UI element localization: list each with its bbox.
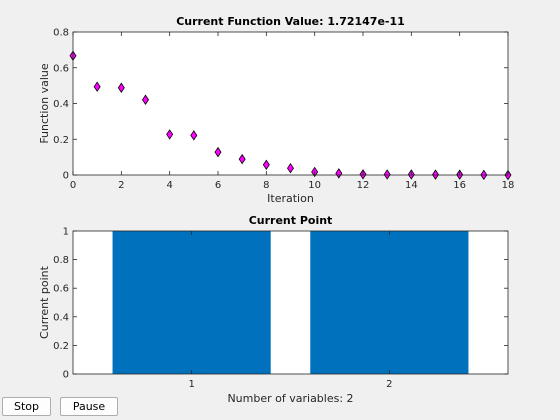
stop-button[interactable]: Stop xyxy=(2,397,51,416)
plot2-y-tick-label: 0.4 xyxy=(53,312,69,323)
plot2-y-tick-label: 0.2 xyxy=(53,341,69,352)
plot1-x-tick-label: 18 xyxy=(502,180,515,191)
plot2-y-tick-label: 1 xyxy=(63,227,69,238)
data-point-marker xyxy=(335,168,343,179)
plot1-x-tick-label: 14 xyxy=(405,180,418,191)
plot1-title: Current Function Value: 1.72147e-11 xyxy=(176,15,405,28)
plot1-axes-background xyxy=(73,32,508,175)
plot1-x-tick-label: 10 xyxy=(308,180,321,191)
plot2-y-tick-label: 0.6 xyxy=(53,284,69,295)
pause-button[interactable]: Pause xyxy=(60,397,118,416)
plot1-x-tick-label: 6 xyxy=(215,180,221,191)
plot1-x-tick-label: 12 xyxy=(357,180,370,191)
plot2-y-tick-label: 0.8 xyxy=(53,255,69,266)
plot1-y-tick-label: 0.4 xyxy=(53,99,69,110)
plot2-axes-frame xyxy=(72,230,509,375)
variable-bar xyxy=(310,231,469,374)
plot2-y-axis-label: Current point xyxy=(38,265,51,339)
plot1-x-tick-label: 4 xyxy=(166,180,172,191)
plot1-x-axis-label: Iteration xyxy=(267,192,314,205)
data-point-marker xyxy=(383,169,391,180)
data-point-marker xyxy=(142,94,149,105)
plot1-y-tick-label: 0.2 xyxy=(53,135,69,146)
plot1-y-axis-label: Function value xyxy=(38,63,51,144)
plot2-y-tick-label: 0 xyxy=(63,370,69,381)
data-point-marker xyxy=(117,82,125,93)
plot2-x-tick-label: 1 xyxy=(188,379,194,390)
current-point-plot: 1 2 0 0.2 0.4 0.6 0.8 1 Current Point Number of… xyxy=(38,214,509,405)
plot1-x-tick-label: 0 xyxy=(70,180,76,191)
data-point-marker xyxy=(238,153,246,165)
data-point-marker xyxy=(166,129,174,140)
data-point-marker xyxy=(287,162,294,174)
variable-bar xyxy=(112,231,271,374)
plot1-x-tick-label: 8 xyxy=(263,180,269,191)
plot1-y-tick-label: 0 xyxy=(63,171,69,182)
plot1-x-tick-label: 16 xyxy=(453,180,466,191)
plot1-y-tick-label: 0.6 xyxy=(53,63,69,74)
data-point-marker xyxy=(93,81,101,92)
plot1-y-tick-label: 0.8 xyxy=(53,28,69,39)
data-point-marker xyxy=(214,146,222,158)
plot1-x-tick-label: 2 xyxy=(118,180,124,191)
data-point-marker xyxy=(190,130,198,141)
plot2-title: Current Point xyxy=(249,214,333,227)
plot2-x-axis-label: Number of variables: 2 xyxy=(227,392,353,405)
plot2-x-tick-label: 2 xyxy=(386,379,392,390)
function-value-plot: 0 2 4 6 8 10 12 14 16 18 0 0.2 0.4 0.6 0.8 Current Fun… xyxy=(38,15,514,205)
data-point-marker xyxy=(262,159,270,171)
